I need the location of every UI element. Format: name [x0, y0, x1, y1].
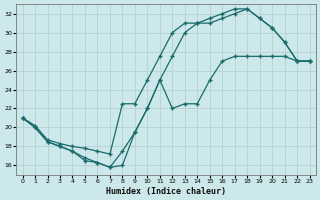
X-axis label: Humidex (Indice chaleur): Humidex (Indice chaleur) — [106, 187, 226, 196]
